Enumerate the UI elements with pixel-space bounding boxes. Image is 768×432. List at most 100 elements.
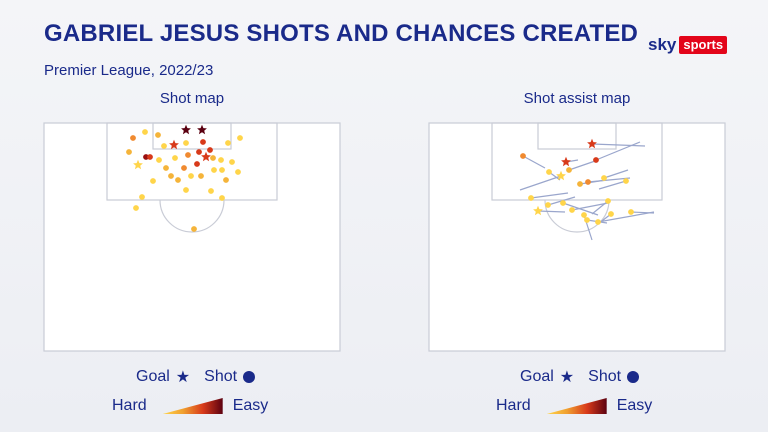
pitch-right-arc bbox=[544, 199, 610, 233]
difficulty-gradient-icon bbox=[162, 398, 223, 414]
assist-pass-line-13 bbox=[562, 202, 599, 216]
shot-map-shot-dot-27 bbox=[211, 167, 217, 173]
assist-map-shot-dot-15 bbox=[569, 207, 575, 213]
shot-map-shot-dot-12 bbox=[143, 154, 149, 160]
assist-map-shot-dot-11 bbox=[528, 195, 534, 201]
assist-map-shot-dot-10 bbox=[623, 178, 629, 184]
assist-pass-line-1 bbox=[522, 155, 546, 169]
assist-pass-line-19 bbox=[630, 211, 655, 214]
shot-map-goal-star-15 bbox=[133, 159, 143, 170]
shot-map-goal-star-5 bbox=[169, 139, 179, 150]
assist-map-shot-dot-6 bbox=[566, 167, 572, 173]
shot-map-goal-star-4 bbox=[197, 124, 207, 135]
shot-map-shot-dot-34 bbox=[175, 177, 181, 183]
legend-goal-label: Goal bbox=[136, 368, 170, 385]
shot-map-shot-dot-33 bbox=[150, 178, 156, 184]
assist-pass-line-9 bbox=[603, 169, 629, 179]
assist-map-shot-dot-16 bbox=[581, 212, 587, 218]
shot-dot-icon bbox=[243, 371, 256, 383]
assist-map-shot-dot-7 bbox=[577, 181, 583, 187]
difficulty-gradient-icon bbox=[546, 398, 607, 414]
assist-pass-line-20 bbox=[591, 200, 609, 215]
shot-map-shot-dot-38 bbox=[139, 194, 145, 200]
assist-map-goal-star-0 bbox=[587, 138, 597, 149]
shot-map-shot-dot-30 bbox=[168, 173, 174, 179]
assist-pass-line-0 bbox=[591, 143, 646, 147]
shot-map-shot-dot-36 bbox=[183, 187, 189, 193]
shot-map-shot-dot-25 bbox=[181, 165, 187, 171]
legend-scale-left: Hard Easy bbox=[112, 397, 274, 415]
legend-type-left: Goal ★ Shot bbox=[136, 367, 261, 387]
assist-pass-line-3 bbox=[595, 141, 641, 161]
assist-map-shot-dot-17 bbox=[595, 219, 601, 225]
goal-star-icon: ★ bbox=[559, 369, 575, 386]
assist-pass-line-15 bbox=[571, 202, 609, 211]
shot-map-shot-dot-8 bbox=[200, 139, 206, 145]
shot-map-shot-dot-31 bbox=[188, 173, 194, 179]
assist-pass-line-14 bbox=[537, 210, 566, 213]
assist-map-shot-dot-8 bbox=[585, 179, 591, 185]
legend-easy-label: Easy bbox=[616, 397, 653, 414]
legend-shot-label: Shot bbox=[588, 368, 622, 385]
panel-title-shot-map: Shot map bbox=[159, 90, 225, 107]
pitch-right-outline bbox=[428, 122, 726, 352]
shot-map-shot-dot-14 bbox=[156, 157, 162, 163]
pitch-left-six-yard-box bbox=[152, 122, 232, 150]
shot-map-shot-dot-32 bbox=[198, 173, 204, 179]
assist-map-goal-star-14 bbox=[533, 205, 543, 216]
shot-map-shot-dot-7 bbox=[183, 140, 189, 146]
logo-sports-text: sports bbox=[679, 36, 728, 54]
shot-map-shot-dot-26 bbox=[194, 161, 200, 167]
assist-map-shot-dot-9 bbox=[601, 175, 607, 181]
shot-map-shot-dot-11 bbox=[126, 149, 132, 155]
shot-map-shot-dot-40 bbox=[133, 205, 139, 211]
legend-goal-label: Goal bbox=[520, 368, 554, 385]
shot-map-shot-dot-21 bbox=[210, 155, 216, 161]
assist-map-shot-dot-20 bbox=[605, 198, 611, 204]
shot-map-shot-dot-29 bbox=[235, 169, 241, 175]
shot-map-shot-dot-6 bbox=[161, 143, 167, 149]
shot-map-shot-dot-10 bbox=[237, 135, 243, 141]
shot-map-shot-dot-16 bbox=[172, 155, 178, 161]
shot-dot-icon bbox=[627, 371, 640, 383]
assist-pass-line-11 bbox=[530, 192, 569, 199]
shot-map-shot-dot-41 bbox=[191, 226, 197, 232]
goal-star-icon: ★ bbox=[175, 369, 191, 386]
assist-map-shot-dot-1 bbox=[520, 153, 526, 159]
shot-map-goal-star-20 bbox=[201, 151, 211, 162]
assist-map-shot-dot-12 bbox=[545, 202, 551, 208]
shot-map-shot-dot-19 bbox=[207, 147, 213, 153]
assist-map-shot-dot-3 bbox=[593, 157, 599, 163]
legend-hard-label: Hard bbox=[496, 397, 531, 414]
assist-map-shot-dot-21 bbox=[584, 217, 590, 223]
sky-sports-logo: sky sports bbox=[648, 35, 728, 54]
legend-shot-label: Shot bbox=[204, 368, 238, 385]
panel-title-shot-assist-map: Shot assist map bbox=[523, 90, 631, 107]
shot-map-shot-dot-39 bbox=[219, 195, 225, 201]
legend-easy-label: Easy bbox=[232, 397, 269, 414]
assist-pass-line-10 bbox=[598, 180, 627, 190]
assist-map-shot-dot-13 bbox=[560, 200, 566, 206]
shot-map-shot-dot-24 bbox=[163, 165, 169, 171]
shot-map-shot-dot-35 bbox=[223, 177, 229, 183]
logo-sky-text: sky bbox=[648, 35, 677, 54]
assist-pass-line-17 bbox=[597, 211, 655, 223]
shot-map-shot-dot-1 bbox=[142, 129, 148, 135]
shot-map-shot-dot-2 bbox=[155, 132, 161, 138]
assist-pass-line-6 bbox=[568, 159, 599, 171]
shot-map-marks bbox=[126, 124, 243, 232]
shot-map-shot-dot-17 bbox=[185, 152, 191, 158]
shot-map-goal-star-3 bbox=[181, 124, 191, 135]
shot-map-shot-dot-28 bbox=[219, 167, 225, 173]
shot-map-shot-dot-13 bbox=[147, 154, 153, 160]
assist-pass-line-8 bbox=[587, 177, 631, 183]
pitch-right-six-yard-box bbox=[537, 122, 617, 150]
pitch-left-arc bbox=[159, 199, 225, 233]
shot-map-shot-dot-22 bbox=[218, 157, 224, 163]
legend-scale-right: Hard Easy bbox=[496, 397, 658, 415]
shot-map-shot-dot-9 bbox=[225, 140, 231, 146]
shot-map-shot-dot-0 bbox=[130, 135, 136, 141]
pitch-right bbox=[428, 122, 726, 352]
legend-type-right: Goal ★ Shot bbox=[520, 367, 645, 387]
